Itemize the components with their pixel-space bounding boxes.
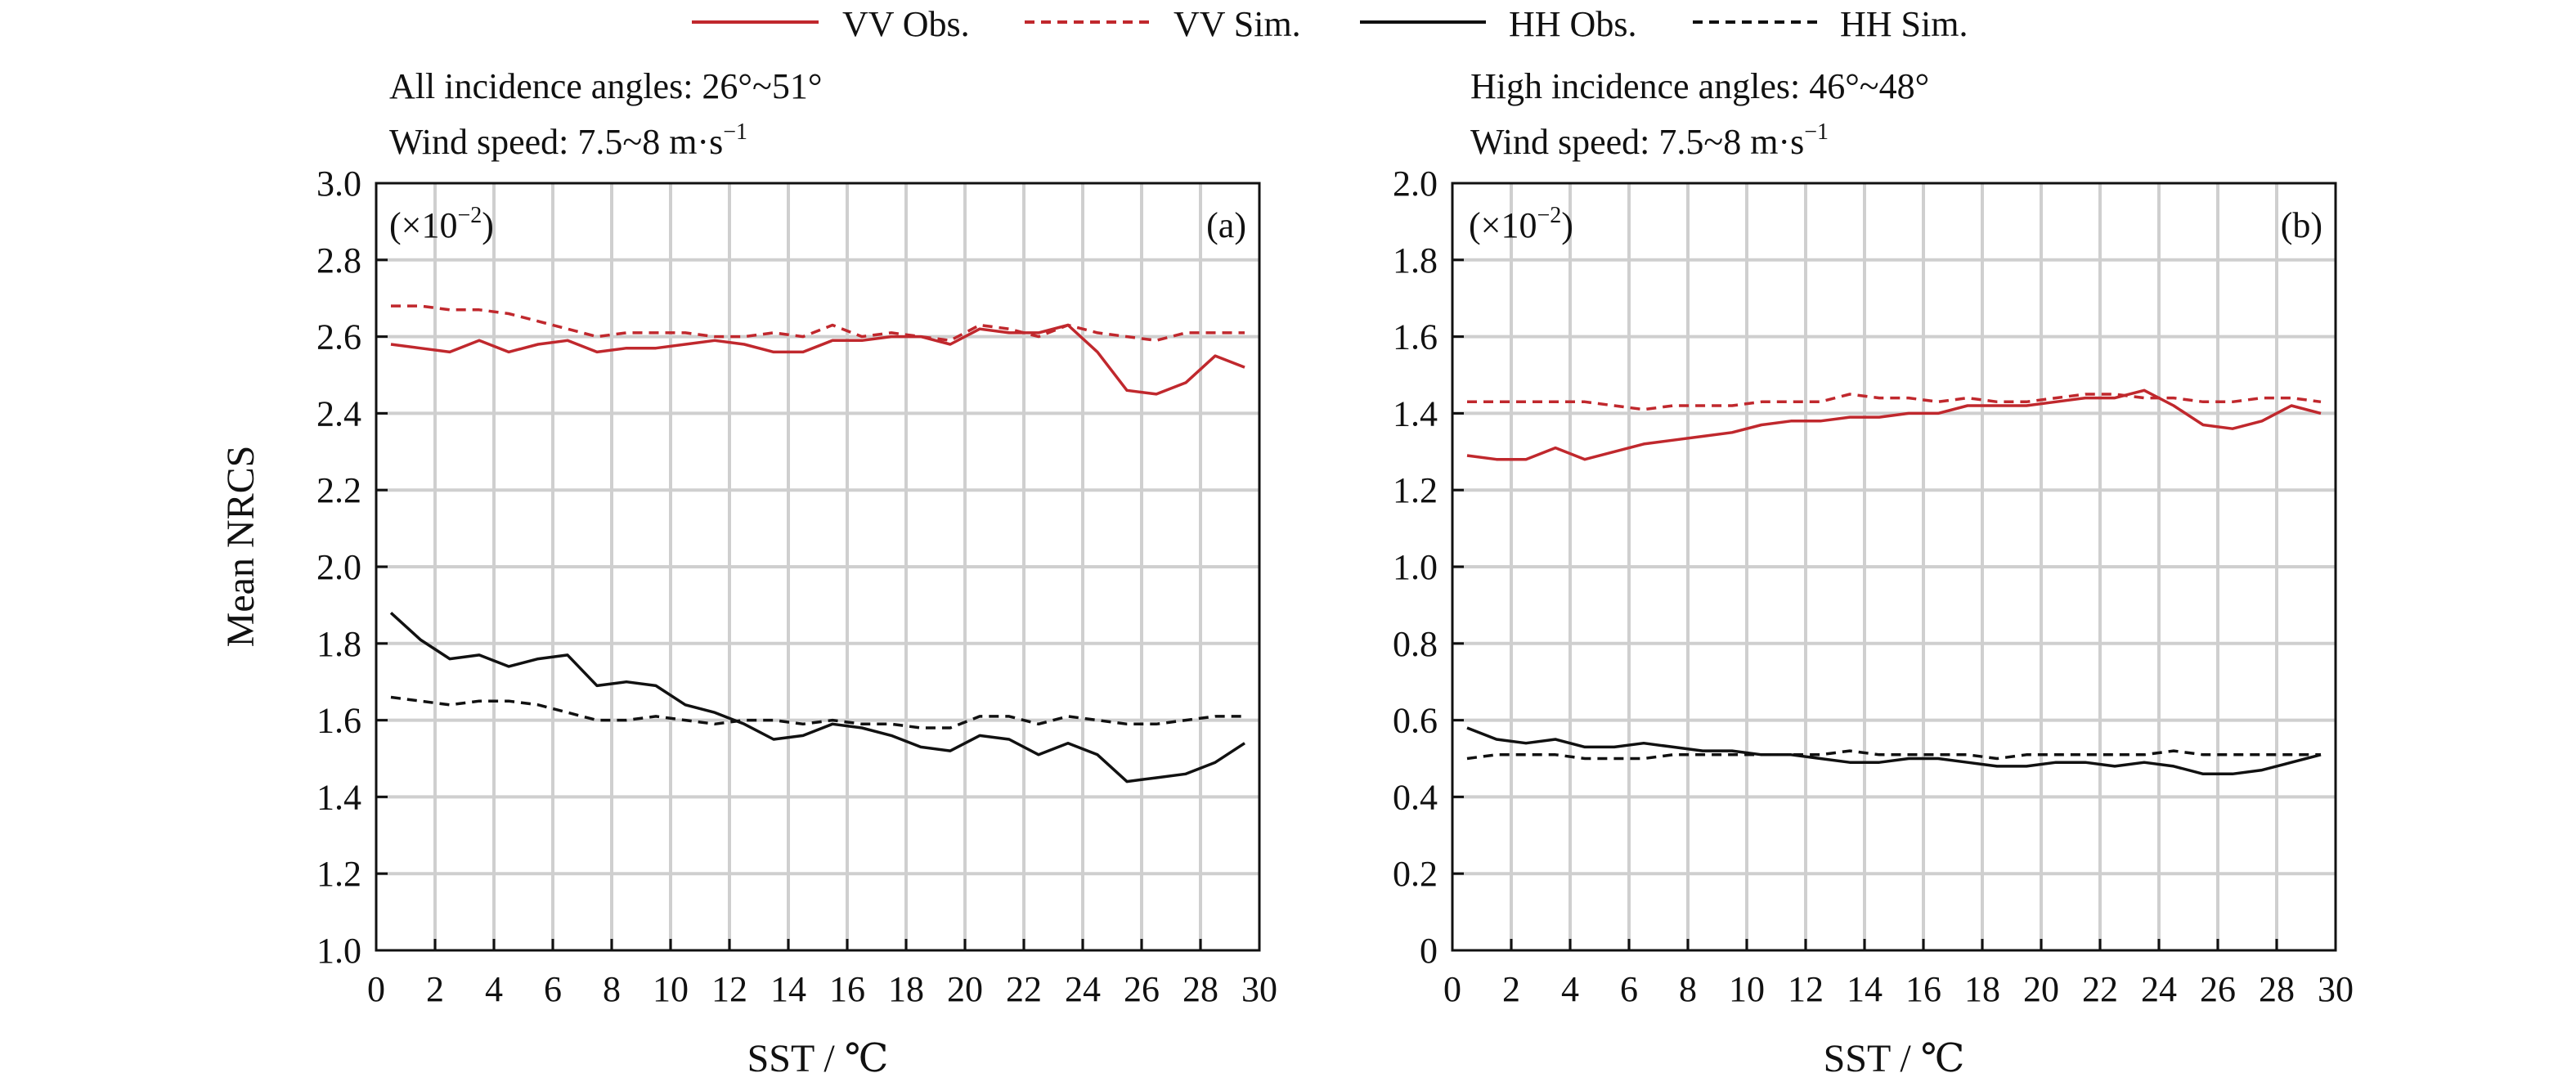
legend: VV Obs. VV Sim. HH Obs. HH Sim. <box>692 4 1968 44</box>
series-line-hh-obs-b <box>1466 726 2322 776</box>
x-tick-label: 2 <box>426 969 444 1009</box>
legend-label-hh-obs: HH Obs. <box>1509 4 1636 44</box>
caption-a-line1: All incidence angles: 26°~51° <box>389 66 822 106</box>
series-a <box>389 304 1245 783</box>
y-tick-label: 1.0 <box>316 931 361 971</box>
series-b <box>1466 388 2322 776</box>
y-tick-label: 2.0 <box>1393 164 1438 204</box>
y-tick-label: 2.4 <box>316 393 361 433</box>
caption-a-line2: Wind speed: 7.5~8 m·s−1 <box>389 119 747 162</box>
x-tick-label: 26 <box>2200 969 2236 1009</box>
y-tick-label: 2.8 <box>316 240 361 281</box>
x-tick-label: 16 <box>829 969 865 1009</box>
series-line-hh-sim-b <box>1466 749 2321 761</box>
series-line-hh-obs-a <box>389 612 1245 783</box>
grid-a <box>376 183 1259 950</box>
x-ticks-a: 0 2 4 6 8 10 12 14 16 18 20 22 24 26 28 30 <box>367 939 1277 1009</box>
panel-label-a: (a) <box>1206 205 1246 245</box>
x-tick-label: 30 <box>1241 969 1277 1009</box>
y-tick-label: 0.8 <box>1393 624 1438 664</box>
x-tick-label: 12 <box>1788 969 1824 1009</box>
legend-label-vv-obs: VV Obs. <box>842 4 970 44</box>
y-tick-label: 0.2 <box>1393 854 1438 894</box>
y-tick-label: 1.4 <box>1393 393 1438 433</box>
x-tick-label: 22 <box>1006 969 1042 1009</box>
legend-label-vv-sim: VV Sim. <box>1174 4 1301 44</box>
x-tick-label: 14 <box>1847 969 1883 1009</box>
y-axis-label: Mean NRCS <box>219 446 263 648</box>
series-line-vv-sim-a <box>391 304 1245 343</box>
panel-a: All incidence angles: 26°~51° Wind speed… <box>316 66 1277 1080</box>
x-tick-label: 26 <box>1124 969 1160 1009</box>
scale-note-b: (×10−2) <box>1469 203 1573 245</box>
y-tick-label: 0.4 <box>1393 777 1438 817</box>
panel-label-b: (b) <box>2281 205 2322 245</box>
x-axis-label-a: SST / ℃ <box>747 1037 889 1080</box>
y-tick-label: 1.6 <box>1393 317 1438 357</box>
legend-label-hh-sim: HH Sim. <box>1840 4 1968 44</box>
y-tick-label: 2.6 <box>316 317 361 357</box>
scale-note-a: (×10−2) <box>389 203 494 245</box>
series-line-vv-obs-b <box>1466 388 2322 461</box>
x-tick-label: 12 <box>711 969 747 1009</box>
y-tick-label: 1.2 <box>1393 470 1438 510</box>
x-tick-label: 10 <box>1729 969 1765 1009</box>
y-tick-label: 1.8 <box>316 624 361 664</box>
x-tick-label: 6 <box>1620 969 1638 1009</box>
y-ticks-b: 0 0.2 0.4 0.6 0.8 1.0 1.2 1.4 1.6 1.8 2.0 <box>1393 164 1464 971</box>
x-tick-label: 16 <box>1905 969 1941 1009</box>
y-tick-label: 0 <box>1420 931 1438 971</box>
x-tick-label: 10 <box>653 969 689 1009</box>
x-tick-label: 2 <box>1502 969 1520 1009</box>
panel-b: High incidence angles: 46°~48° Wind spee… <box>1393 66 2354 1080</box>
x-tick-label: 28 <box>2259 969 2295 1009</box>
x-tick-label: 24 <box>2141 969 2177 1009</box>
y-tick-label: 1.4 <box>316 777 361 817</box>
y-tick-label: 1.8 <box>1393 240 1438 281</box>
x-axis-label-b: SST / ℃ <box>1824 1037 1965 1080</box>
x-tick-label: 14 <box>770 969 806 1009</box>
grid-b <box>1452 183 2336 950</box>
y-tick-label: 2.2 <box>316 470 361 510</box>
series-line-vv-sim-b <box>1467 393 2322 411</box>
x-ticks-b: 0 2 4 6 8 10 12 14 16 18 20 22 24 26 28 30 <box>1443 939 2354 1009</box>
y-tick-label: 1.2 <box>316 854 361 894</box>
x-tick-label: 0 <box>367 969 385 1009</box>
y-tick-label: 1.0 <box>1393 547 1438 587</box>
y-tick-label: 2.0 <box>316 547 361 587</box>
x-tick-label: 18 <box>1964 969 2000 1009</box>
y-ticks-a: 1.0 1.2 1.4 1.6 1.8 2.0 2.2 2.4 2.6 2.8 3.0 <box>316 164 388 971</box>
x-tick-label: 22 <box>2082 969 2118 1009</box>
caption-b-line2: Wind speed: 7.5~8 m·s−1 <box>1470 119 1829 162</box>
x-tick-label: 4 <box>485 969 503 1009</box>
y-tick-label: 0.6 <box>1393 701 1438 741</box>
x-tick-label: 28 <box>1183 969 1218 1009</box>
x-tick-label: 20 <box>2023 969 2059 1009</box>
x-tick-label: 20 <box>947 969 983 1009</box>
x-tick-label: 6 <box>544 969 562 1009</box>
x-tick-label: 4 <box>1561 969 1579 1009</box>
x-tick-label: 0 <box>1443 969 1461 1009</box>
x-tick-label: 18 <box>888 969 924 1009</box>
x-tick-label: 8 <box>603 969 621 1009</box>
series-line-hh-sim-a <box>390 695 1245 730</box>
y-tick-label: 3.0 <box>316 164 361 204</box>
caption-b-line1: High incidence angles: 46°~48° <box>1470 66 1929 106</box>
series-line-vv-obs-a <box>390 323 1245 396</box>
x-tick-label: 24 <box>1065 969 1101 1009</box>
y-tick-label: 1.6 <box>316 701 361 741</box>
x-tick-label: 30 <box>2318 969 2354 1009</box>
x-tick-label: 8 <box>1679 969 1697 1009</box>
